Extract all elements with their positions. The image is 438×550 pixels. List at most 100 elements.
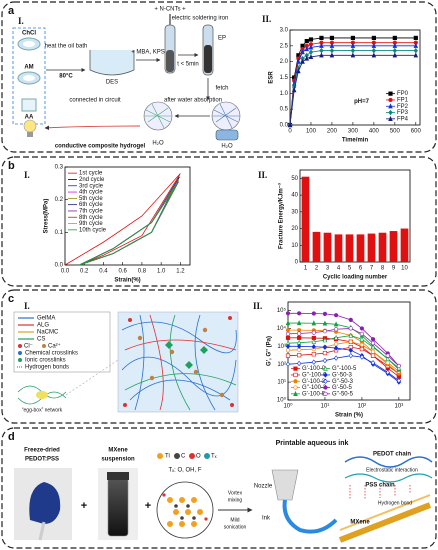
x-tick-label: 5 <box>348 266 352 272</box>
marker <box>311 338 317 344</box>
x-tick-label: 200 <box>327 129 338 135</box>
marker <box>285 331 291 336</box>
x-tick-label: 400 <box>369 129 380 135</box>
diagram-label: Electrostatic interaction <box>366 467 418 473</box>
legend-label: ALG <box>37 323 49 329</box>
marker <box>396 363 401 369</box>
bar <box>334 234 343 262</box>
panel-frame <box>1 156 437 287</box>
marker <box>385 369 390 376</box>
reagent-label: AA <box>25 115 34 121</box>
legend-marker <box>388 97 393 103</box>
bar <box>400 228 409 262</box>
ink-diagram <box>14 453 433 543</box>
legend-marker <box>293 390 298 396</box>
marker <box>297 331 302 336</box>
legend-label: Ca²⁺ <box>48 343 61 350</box>
marker <box>311 344 317 350</box>
photo-caption: suspension <box>101 457 135 463</box>
step-label: 80°C <box>59 74 73 80</box>
legend-label: GelMA <box>37 316 55 322</box>
marker <box>413 47 418 54</box>
axes-frame <box>64 166 191 266</box>
marker <box>304 46 310 52</box>
x-tick-label: 1.2 <box>176 269 185 275</box>
y-tick-label: 0 <box>295 260 299 266</box>
marker <box>291 87 297 93</box>
marker <box>322 344 328 350</box>
series-line <box>288 345 400 383</box>
axes-frame <box>299 169 411 263</box>
x-tick-label: 500 <box>390 129 401 135</box>
marker <box>359 336 365 342</box>
legend-marker <box>388 109 393 116</box>
marker <box>322 337 328 343</box>
marker <box>285 320 291 326</box>
x-tick-label: 10 <box>401 266 408 272</box>
marker <box>348 326 353 331</box>
marker <box>308 53 314 60</box>
marker <box>319 52 324 58</box>
legend-label: 4th cycle <box>79 190 103 196</box>
step-label: mixing <box>228 497 243 503</box>
marker <box>370 360 376 366</box>
x-tick-label: 3 <box>326 266 330 272</box>
marker <box>297 335 302 340</box>
series-line <box>287 355 400 382</box>
sub-label: I. <box>18 16 24 26</box>
legend-label: Hydrogen bonds <box>25 365 69 371</box>
marker <box>322 320 328 326</box>
photo-caption: PEDOT:PSS <box>25 457 59 463</box>
marker <box>297 353 302 358</box>
marker <box>370 353 376 358</box>
marker <box>285 348 291 353</box>
marker <box>350 52 356 58</box>
bar <box>356 234 365 262</box>
y-axis-label: Stress(MPa) <box>44 199 50 234</box>
bar <box>345 234 354 262</box>
marker <box>297 311 302 316</box>
legend-label: NaCMC <box>37 330 59 336</box>
marker <box>348 317 353 322</box>
atom-label: Tₓ: O, OH, F <box>169 468 202 474</box>
bar <box>367 233 376 262</box>
x-tick-label: 10⁰ <box>283 403 293 410</box>
series-line <box>288 312 400 367</box>
step-label: t < 5min <box>177 62 199 68</box>
y-tick-label: 3.0 <box>280 28 289 34</box>
sub-label: I. <box>24 170 30 180</box>
atom-label: Ti <box>165 454 170 460</box>
y-tick-label: 20 <box>291 226 298 232</box>
marker <box>371 47 377 54</box>
step-label: electric soldering iron <box>172 16 229 22</box>
marker <box>413 35 418 41</box>
sub-label: II. <box>253 301 262 311</box>
diagram-label: MXene <box>350 520 370 526</box>
legend-label: 8th cycle <box>79 215 103 221</box>
legend-label: G''-100-3 <box>302 385 327 391</box>
legend-marker <box>323 385 328 390</box>
bar <box>323 232 332 262</box>
legend-label: FP4 <box>397 116 409 122</box>
diagram-label: Hydrogen bond <box>378 500 412 506</box>
bar <box>378 232 387 262</box>
marker <box>371 35 376 41</box>
step-label: + MBA, KPS <box>131 50 165 56</box>
marker <box>300 58 305 64</box>
photo-caption: Freeze-dried <box>24 448 60 454</box>
y-tick-label: 0.0 <box>55 263 64 269</box>
x-tick-label: 10¹ <box>321 404 330 410</box>
diagram-label: “egg-box” network <box>22 407 63 413</box>
legend-label: FP0 <box>397 91 409 97</box>
series-line <box>288 329 400 374</box>
marker <box>311 330 316 335</box>
marker <box>296 58 301 64</box>
y-tick-label: 1.0 <box>280 91 289 97</box>
x-tick-label: 1.0 <box>157 269 166 275</box>
atom-label: O <box>196 454 201 460</box>
x-axis-label: Cyclic loading number <box>323 275 388 281</box>
marker <box>350 42 356 48</box>
x-tick-label: 9 <box>392 266 396 272</box>
diagram-label: Nozzle <box>254 484 273 490</box>
